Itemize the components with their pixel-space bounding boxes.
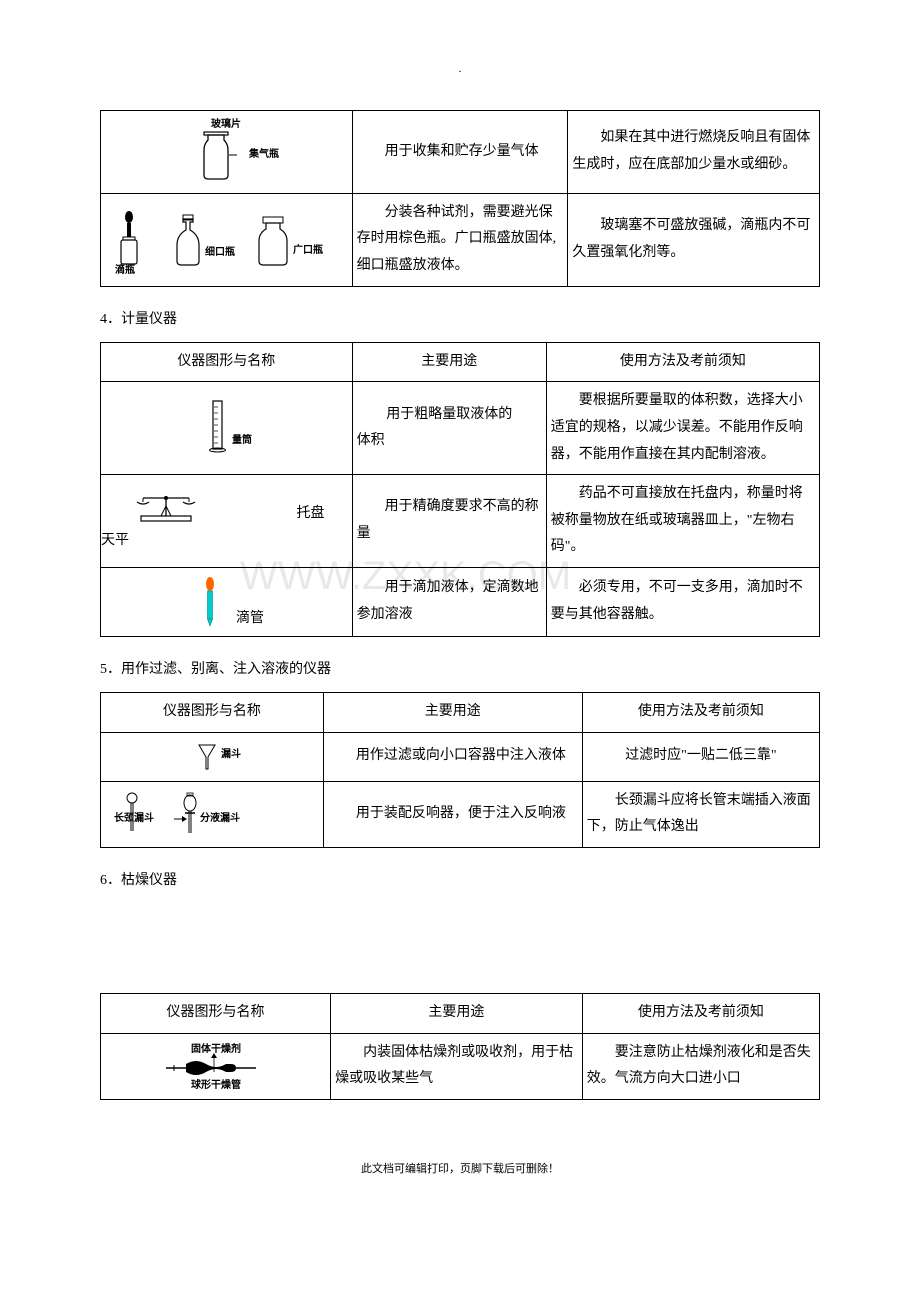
header-name: 仪器图形与名称: [101, 693, 324, 733]
header-note: 使用方法及考前须知: [546, 342, 819, 382]
cell-image: 固体干燥剂 球形干燥管: [101, 1033, 331, 1099]
drying-tube-label: 球形干燥管: [191, 1078, 241, 1091]
dropper-icon: 滴管: [136, 574, 316, 630]
page-footer: 此文档可编辑打印，页脚下载后可删除！: [100, 1160, 820, 1180]
cell-use: 分装各种试剂，需要避光保存时用棕色瓶。广口瓶盛放固体,细口瓶盛放液体。: [352, 193, 568, 286]
table-storage: 玻璃片 集气瓶 用于收集和贮存少量气体 如果在其中进行燃烧反响且有固体生成时，应…: [100, 110, 820, 287]
funnel-icon: 漏斗: [157, 739, 267, 775]
cell-note: 长颈漏斗应将长管末端插入液面下，防止气体逸出: [582, 781, 819, 847]
cell-image: 托盘 天平: [101, 475, 353, 568]
cell-image: 滴瓶 细口瓶 广口瓶: [101, 193, 353, 286]
header-note: 使用方法及考前须知: [582, 693, 819, 733]
header-use: 主要用途: [323, 693, 582, 733]
cell-use: 用于收集和贮存少量气体: [352, 110, 568, 193]
cell-use: 用于粗略量取液体的体积: [352, 382, 546, 475]
table-measure: 仪器图形与名称 主要用途 使用方法及考前须知 量筒 用于粗略量取液体的体积 要根…: [100, 342, 820, 637]
table-filter: 仪器图形与名称 主要用途 使用方法及考前须知 漏斗 用作过滤或向小口容器中注入液…: [100, 692, 820, 848]
cell-image: 漏斗: [101, 732, 324, 781]
table-row: 漏斗 用作过滤或向小口容器中注入液体 过滤时应"一贴二低三靠": [101, 732, 820, 781]
page-wrap: . 玻璃片 集气瓶 用于收集和贮存少量气体 如果在其中进行燃烧反响且有固体生成时…: [100, 60, 820, 1180]
reagent-bottles-icon: 滴瓶 细口瓶 广口瓶: [111, 205, 341, 275]
sep-funnel-label: 分液漏斗: [200, 811, 240, 824]
section6-title: 6．枯燥仪器: [100, 868, 820, 893]
balance-label: 天平: [101, 533, 129, 548]
drying-tube-icon: 固体干燥剂 球形干燥管: [136, 1040, 296, 1092]
table-row: 固体干燥剂 球形干燥管 内装固体枯燥剂或吸收剂，用于枯燥或吸收某些气 要注意防止…: [101, 1033, 820, 1099]
cell-image: 滴管: [101, 567, 353, 636]
wide-bottle-label: 广口瓶: [293, 243, 323, 256]
cell-note: 必须专用，不可一支多用，滴加时不要与其他容器触。: [546, 567, 819, 636]
cylinder-icon: 量筒: [156, 393, 296, 463]
cell-use: 内装固体枯燥剂或吸收剂，用于枯燥或吸收某些气: [331, 1033, 583, 1099]
cell-use: 用于滴加液体，定滴数地参加溶液: [352, 567, 546, 636]
cell-use: 用于精确度要求不高的称量: [352, 475, 546, 568]
dropper-label: 滴管: [236, 609, 264, 626]
narrow-bottle-label: 细口瓶: [205, 245, 235, 258]
table-row: 量筒 用于粗略量取液体的体积 要根据所要量取的体积数，选择大小适宜的规格，以减少…: [101, 382, 820, 475]
cell-image: 玻璃片 集气瓶: [101, 110, 353, 193]
header-use: 主要用途: [331, 994, 583, 1034]
table-header-row: 仪器图形与名称 主要用途 使用方法及考前须知: [101, 342, 820, 382]
table-header-row: 仪器图形与名称 主要用途 使用方法及考前须知: [101, 693, 820, 733]
header-name: 仪器图形与名称: [101, 342, 353, 382]
cell-use: 用于装配反响器，便于注入反响液: [323, 781, 582, 847]
cell-use: 用作过滤或向小口容器中注入液体: [323, 732, 582, 781]
table-row: 滴瓶 细口瓶 广口瓶 分装各种试剂，需要避光保存时用棕色瓶。广口瓶盛放固体,细口…: [101, 193, 820, 286]
spacer: [100, 903, 820, 993]
table-header-row: 仪器图形与名称 主要用途 使用方法及考前须知: [101, 994, 820, 1034]
header-use: 主要用途: [352, 342, 546, 382]
dropper-bottle-label: 滴瓶: [115, 263, 135, 275]
cell-image: 量筒: [101, 382, 353, 475]
section5-title: 5．用作过滤、别离、注入溶液的仪器: [100, 657, 820, 682]
balance-icon: [101, 488, 251, 528]
balance-label-part: 托盘: [255, 501, 325, 528]
table-row: 滴管 用于滴加液体，定滴数地参加溶液 必须专用，不可一支多用，滴加时不要与其他容…: [101, 567, 820, 636]
glass-plate-label: 玻璃片: [211, 117, 241, 130]
cell-note: 如果在其中进行燃烧反响且有固体生成时，应在底部加少量水或细砂。: [568, 110, 820, 193]
table-row: 长颈漏斗 分液漏斗 用于装配反响器，便于注入反响液 长颈漏斗应将长管末端插入液面…: [101, 781, 820, 847]
gas-bottle-label: 集气瓶: [248, 147, 279, 160]
header-note: 使用方法及考前须知: [582, 994, 819, 1034]
header-name: 仪器图形与名称: [101, 994, 331, 1034]
gas-bottle-icon: 玻璃片 集气瓶: [171, 117, 281, 187]
page-marker: .: [100, 60, 820, 80]
long-funnel-icon: 长颈漏斗 分液漏斗: [112, 789, 312, 839]
cell-image: 长颈漏斗 分液漏斗: [101, 781, 324, 847]
cell-note: 玻璃塞不可盛放强碱，滴瓶内不可久置强氧化剂等。: [568, 193, 820, 286]
section4-title: 4．计量仪器: [100, 307, 820, 332]
table-row: 托盘 天平 用于精确度要求不高的称量 药品不可直接放在托盘内，称量时将被称量物放…: [101, 475, 820, 568]
desiccant-label: 固体干燥剂: [191, 1042, 241, 1055]
cell-note: 过滤时应"一贴二低三靠": [582, 732, 819, 781]
cell-note: 要根据所要量取的体积数，选择大小适宜的规格，以减少误差。不能用作反响器，不能用作…: [546, 382, 819, 475]
funnel-label: 漏斗: [221, 747, 241, 760]
long-funnel-label: 长颈漏斗: [114, 811, 154, 824]
table-dry: 仪器图形与名称 主要用途 使用方法及考前须知 固体干燥剂 球形干燥管 内装固体枯…: [100, 993, 820, 1100]
cylinder-label: 量筒: [232, 433, 252, 446]
cell-note: 药品不可直接放在托盘内，称量时将被称量物放在纸或玻璃器皿上，"左物右码"。: [546, 475, 819, 568]
cell-note: 要注意防止枯燥剂液化和是否失效。气流方向大口进小口: [582, 1033, 819, 1099]
table-row: 玻璃片 集气瓶 用于收集和贮存少量气体 如果在其中进行燃烧反响且有固体生成时，应…: [101, 110, 820, 193]
